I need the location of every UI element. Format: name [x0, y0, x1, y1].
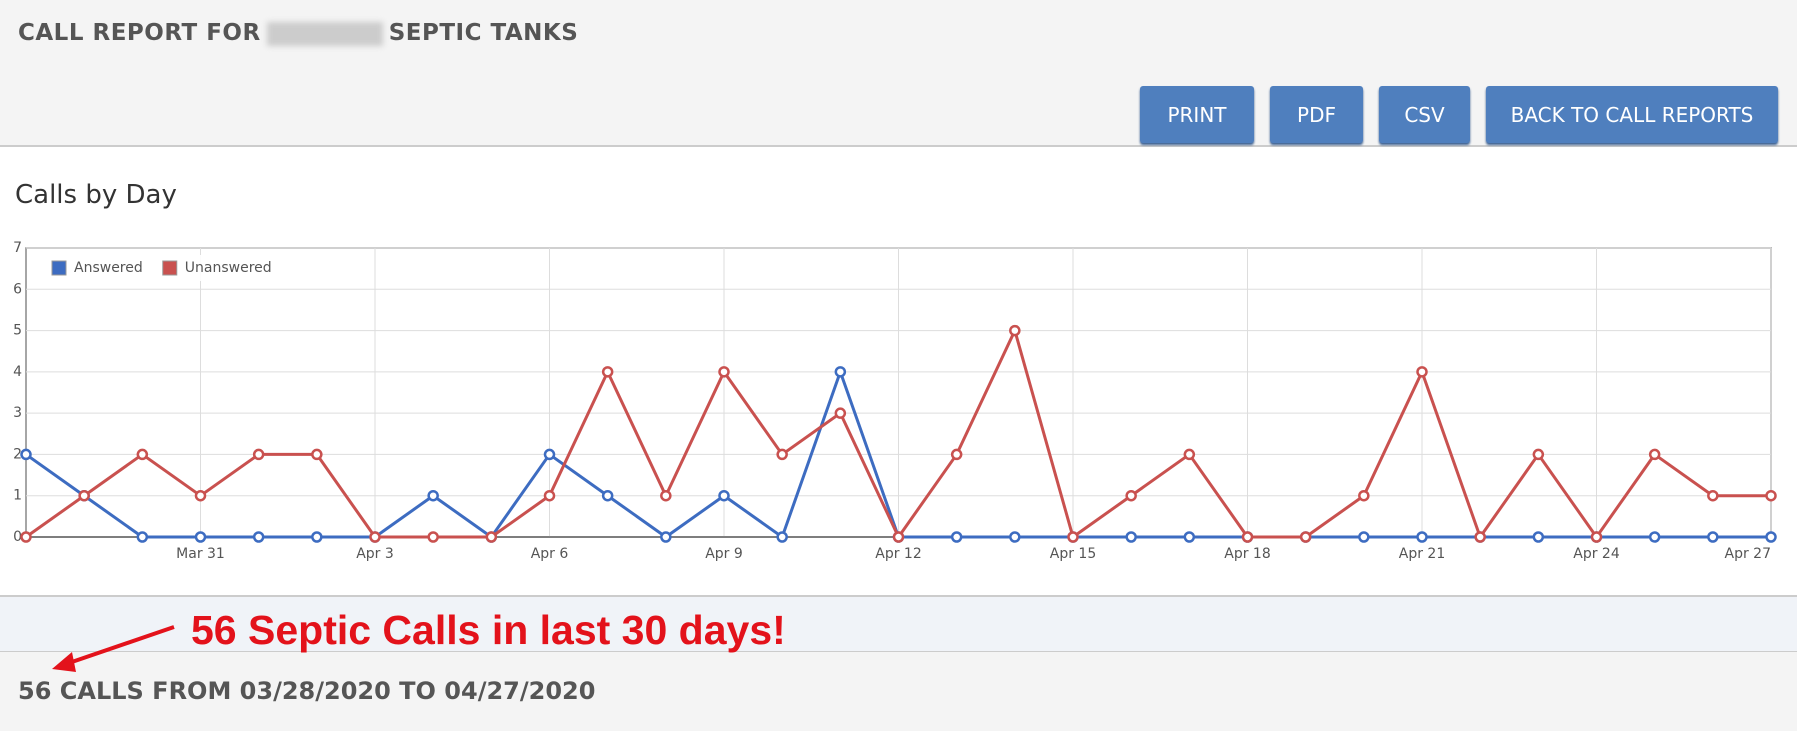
y-tick-label: 3 [13, 405, 22, 421]
data-point [485, 531, 498, 543]
arrow-head [52, 652, 76, 672]
data-point [1765, 489, 1777, 502]
y-tick-label: 0 [13, 529, 22, 545]
data-point [1707, 531, 1719, 543]
x-tick-label: Apr 18 [1224, 546, 1270, 562]
data-point [834, 407, 847, 419]
legend-label: Unanswered [185, 260, 272, 276]
y-tick-label: 6 [13, 281, 22, 297]
data-point [136, 448, 149, 461]
x-tick-label: Apr 6 [531, 546, 569, 562]
legend-swatch [51, 260, 67, 276]
data-point [1474, 531, 1486, 543]
data-point [136, 531, 149, 543]
data-point [1416, 366, 1428, 378]
csv-button[interactable]: CSV [1379, 86, 1470, 143]
data-point [718, 366, 730, 378]
data-point [834, 366, 847, 378]
data-point [20, 448, 32, 461]
data-point [311, 531, 323, 543]
data-point [1009, 531, 1021, 543]
data-point [543, 489, 556, 502]
x-tick-label: Apr 12 [875, 546, 921, 562]
data-point [718, 489, 730, 502]
legend-label: Answered [74, 260, 143, 276]
x-tick-label: Apr 9 [705, 546, 743, 562]
data-point [660, 531, 672, 543]
y-tick-label: 7 [13, 240, 22, 256]
data-point [601, 489, 614, 502]
data-point [427, 531, 439, 543]
annotation: 56 Septic Calls in last 30 days! [191, 607, 786, 653]
title-suffix: SEPTIC TANKS [388, 20, 579, 46]
y-tick-label: 4 [13, 364, 22, 380]
data-point [776, 531, 788, 543]
data-point [1358, 489, 1370, 502]
data-point [1125, 489, 1137, 502]
legend-swatch [162, 260, 178, 276]
data-point [1009, 324, 1021, 337]
x-tick-label: Apr 3 [356, 546, 394, 562]
footer: 56 CALLS FROM 03/28/2020 TO 04/27/2020 [0, 651, 1797, 731]
data-point [1532, 531, 1545, 543]
data-point [20, 531, 32, 543]
data-point [1590, 531, 1603, 543]
redacted-name [266, 21, 383, 46]
data-point [1648, 448, 1661, 461]
x-tick-label: Apr 27 [1725, 546, 1771, 562]
data-point [194, 489, 207, 502]
data-point [1532, 448, 1545, 461]
data-point [543, 448, 556, 461]
x-tick-label: Apr 15 [1050, 546, 1096, 562]
data-point [776, 448, 788, 461]
title-prefix: CALL REPORT FOR [18, 20, 261, 46]
data-point [252, 448, 265, 461]
data-point [601, 366, 614, 378]
x-tick-label: Apr 24 [1573, 546, 1620, 562]
pdf-button[interactable]: PDF [1270, 86, 1363, 143]
data-point [1416, 531, 1428, 543]
header: CALL REPORT FOR SEPTIC TANKS PRINT PDF CS… [0, 0, 1797, 147]
data-point [660, 489, 672, 502]
x-tick-label: Apr 21 [1399, 546, 1445, 562]
back-button[interactable]: BACK TO CALL REPORTS [1486, 86, 1778, 143]
data-point [1299, 531, 1312, 543]
data-point [950, 531, 963, 543]
data-point [1648, 531, 1661, 543]
data-point [892, 531, 905, 543]
y-tick-label: 2 [13, 446, 22, 462]
data-point [194, 531, 207, 543]
data-point [252, 531, 265, 543]
print-button[interactable]: PRINT [1140, 86, 1254, 143]
data-point [369, 531, 381, 543]
data-point [1358, 531, 1370, 543]
x-tick-label: Mar 31 [176, 546, 225, 562]
data-point [1125, 531, 1137, 543]
annotation-arrow [65, 625, 175, 666]
data-point [1067, 531, 1079, 543]
data-point [311, 448, 323, 461]
data-point [950, 448, 963, 461]
data-point [1241, 531, 1254, 543]
y-tick-label: 1 [13, 488, 22, 504]
data-point [78, 489, 90, 502]
data-point [1707, 489, 1719, 502]
data-point [1183, 448, 1196, 461]
y-tick-label: 5 [13, 323, 22, 339]
data-point [427, 489, 439, 502]
footer-text: 56 CALLS FROM 03/28/2020 TO 04/27/2020 [18, 677, 596, 705]
section-title: Calls by Day [15, 180, 177, 210]
legend-box [42, 255, 270, 281]
summary-band [0, 595, 1797, 653]
report-title: CALL REPORT FOR SEPTIC TANKS [18, 20, 578, 46]
data-point [1183, 531, 1196, 543]
data-point [1765, 531, 1777, 543]
